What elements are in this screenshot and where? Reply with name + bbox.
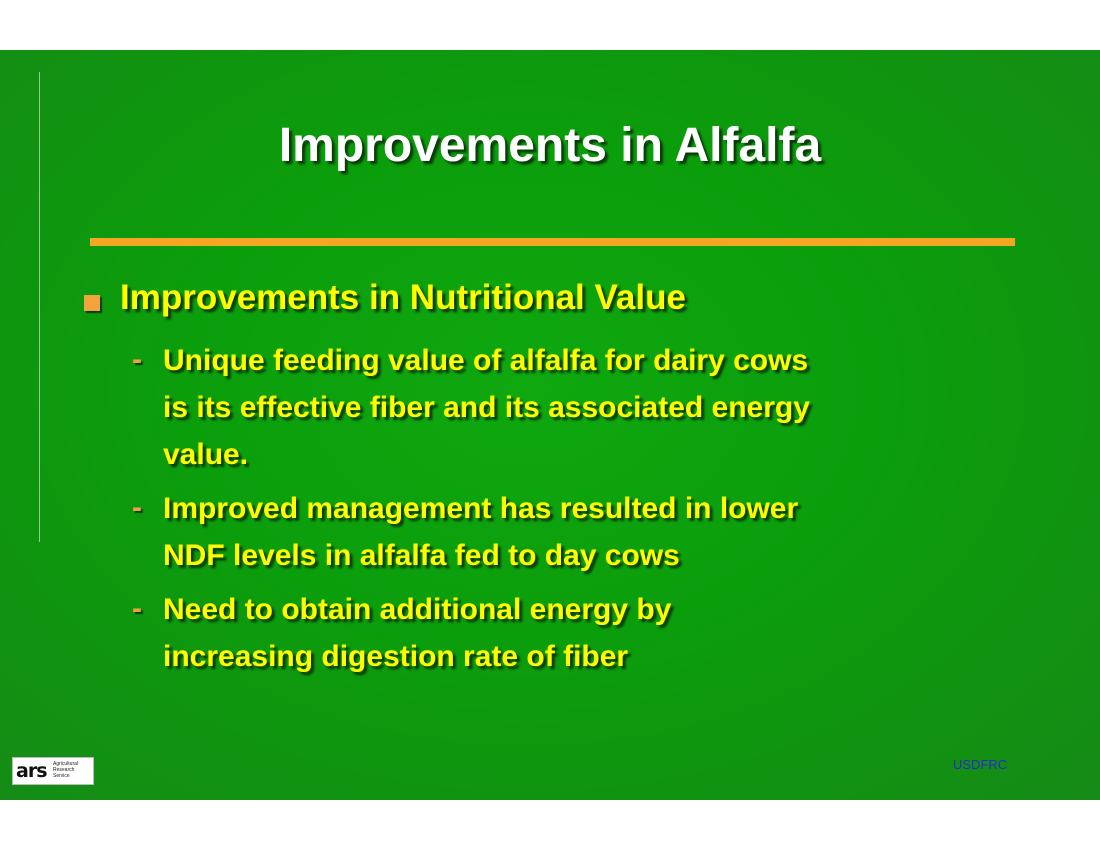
ars-logo: ars Agricultural Research Service (12, 757, 94, 785)
subpoint-1-line-1: Unique feeding value of alfalfa for dair… (163, 344, 809, 377)
subpoint-1-line-2: is its effective fiber and its associate… (163, 391, 810, 424)
slide: Improvements in Alfalfa Improvements in … (0, 50, 1100, 800)
left-divider-line (39, 72, 40, 542)
title-underline (90, 238, 1015, 246)
ars-logo-text: Agricultural Research Service (53, 761, 91, 779)
logo-line-2: Research (53, 767, 75, 773)
dash-icon: - (132, 491, 142, 524)
subpoint-2-text: Improved management has resulted in lowe… (163, 485, 1013, 579)
subpoint-3-line-1: Need to obtain additional energy by (163, 593, 672, 626)
subpoint-1-line-3: value. (163, 438, 249, 471)
subpoint-2-line-1: Improved management has resulted in lowe… (163, 492, 799, 525)
subpoint-1-text: Unique feeding value of alfalfa for dair… (163, 337, 1013, 478)
subpoint-3-line-2: increasing digestion rate of fiber (163, 640, 629, 673)
logo-line-3: Service (53, 773, 70, 779)
dash-icon: - (132, 592, 142, 625)
square-bullet-icon (84, 295, 100, 311)
subpoint-2-line-2: NDF levels in alfalfa fed to day cows (163, 539, 680, 572)
dash-icon: - (132, 343, 142, 376)
slide-title: Improvements in Alfalfa (278, 119, 822, 172)
footer-label: USDFRC (953, 757, 1008, 772)
main-bullet-text: Improvements in Nutritional Value (120, 278, 686, 317)
subpoint-3-text: Need to obtain additional energy by incr… (163, 586, 1013, 680)
logo-line-1: Agricultural (53, 761, 79, 767)
ars-logo-mark: ars (16, 760, 48, 782)
